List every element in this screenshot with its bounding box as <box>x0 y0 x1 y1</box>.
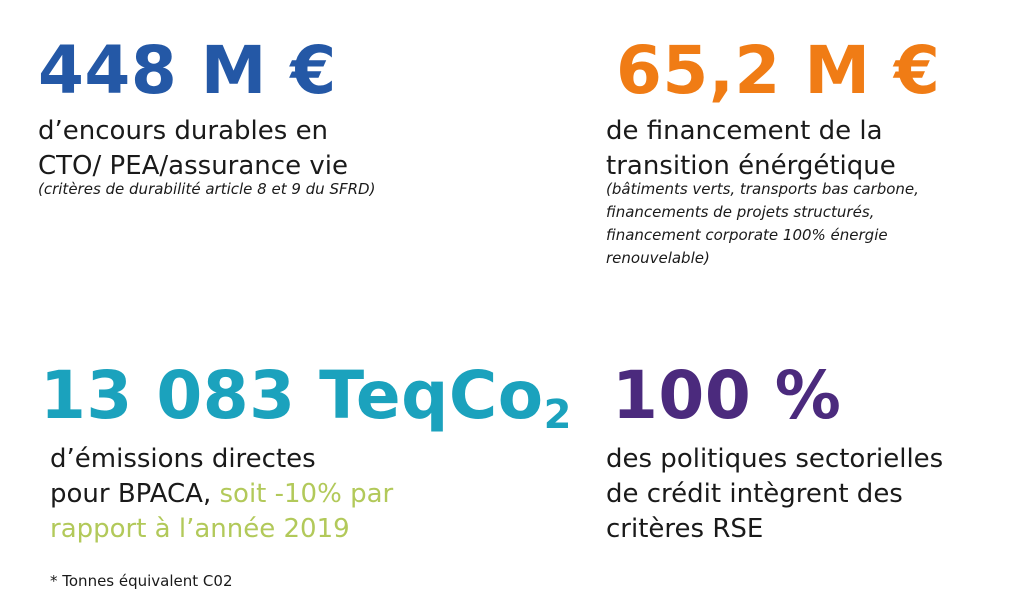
stat-politiques-line-2: de crédit intègrent des <box>606 479 903 509</box>
stat-emissions: 13 083 TeqCo2 <box>40 363 572 436</box>
stat-encours-value: 448 M € <box>38 32 337 109</box>
stat-financement-note: (bâtiments verts, transports bas carbone… <box>606 178 919 270</box>
stat-emissions-highlight: soit -10% par <box>219 479 394 509</box>
stat-emissions-value: 13 083 TeqCo2 <box>40 363 572 436</box>
stat-financement-note-line: renouvelable) <box>606 249 710 267</box>
stat-politiques-line-3: critères RSE <box>606 514 764 544</box>
stat-emissions-line-2-plain: pour BPACA, <box>50 479 220 509</box>
stat-politiques-sectorielles: 100 % <box>612 363 841 429</box>
stat-encours-description: d’encours durables en CTO/ PEA/assurance… <box>38 114 375 201</box>
stat-politiques-line-1: des politiques sectorielles <box>606 444 944 474</box>
stat-emissions-line-1: d’émissions directes <box>50 444 316 474</box>
stat-encours-note: (critères de durabilité article 8 et 9 d… <box>38 180 376 198</box>
stat-financement-line-1: de financement de la <box>606 116 883 146</box>
stat-financement-note-line: financement corporate 100% énergie <box>606 226 888 244</box>
stat-emissions-footnote: * Tonnes équivalent C02 <box>50 572 233 590</box>
stat-encours-line-1: d’encours durables en <box>38 116 329 146</box>
stat-emissions-line-2: pour BPACA, soit -10% par <box>50 477 393 512</box>
stat-emissions-description: d’émissions directes pour BPACA, soit -1… <box>50 442 393 547</box>
stat-financement-value: 65,2 M € <box>616 32 941 109</box>
stat-politiques-description: des politiques sectorielles de crédit in… <box>606 442 943 547</box>
stat-emissions-value-main: 13 083 TeqCo <box>40 357 544 434</box>
stat-emissions-value-subscript: 2 <box>543 392 572 438</box>
stat-financement-line-2: transition énérgétique <box>606 151 896 181</box>
stat-financement-note-line: (bâtiments verts, transports bas carbone… <box>606 180 919 198</box>
stat-financement-note-line: financements de projets structurés, <box>606 203 875 221</box>
stat-encours-durables: 448 M € <box>38 38 337 104</box>
stat-emissions-line-3: rapport à l’année 2019 <box>50 514 350 544</box>
stat-financement-description: de financement de la transition énérgéti… <box>606 114 919 270</box>
stat-politiques-value: 100 % <box>612 357 842 434</box>
stat-encours-line-2: CTO/ PEA/assurance vie <box>38 151 348 181</box>
stat-financement-transition: 65,2 M € <box>616 38 940 104</box>
